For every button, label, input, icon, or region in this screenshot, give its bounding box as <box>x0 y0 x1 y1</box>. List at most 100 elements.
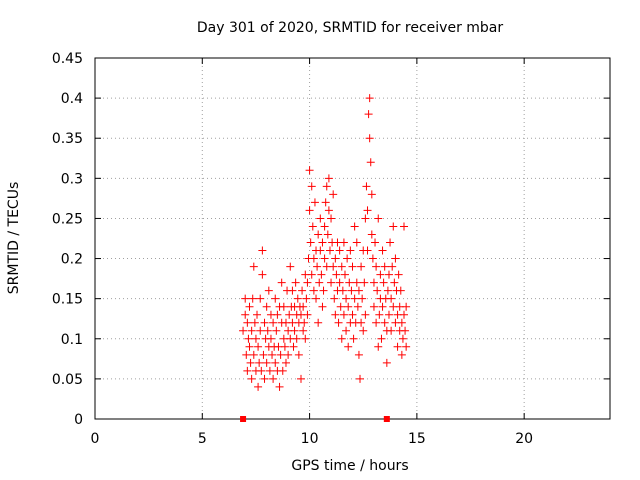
y-tick-label: 0.35 <box>52 131 83 147</box>
data-point <box>305 166 314 175</box>
data-point <box>332 270 341 279</box>
data-point <box>269 318 278 327</box>
data-point <box>289 342 298 351</box>
data-point <box>357 318 366 327</box>
data-point <box>330 294 339 303</box>
data-point <box>357 262 366 271</box>
data-point <box>292 334 301 343</box>
data-point <box>246 358 255 367</box>
data-point <box>281 358 290 367</box>
data-point <box>374 214 383 223</box>
data-point <box>356 374 365 383</box>
data-point <box>386 238 395 247</box>
data-point <box>318 238 327 247</box>
data-point <box>338 286 347 295</box>
data-point <box>353 302 362 311</box>
data-point <box>402 342 411 351</box>
data-point <box>262 358 271 367</box>
data-point <box>320 254 329 263</box>
data-point <box>286 262 295 271</box>
data-point <box>312 294 321 303</box>
data-point <box>299 326 308 335</box>
data-point <box>378 302 387 311</box>
data-point <box>354 350 363 359</box>
data-point <box>266 334 275 343</box>
data-point <box>324 206 333 215</box>
data-point <box>310 198 319 207</box>
data-point <box>379 278 388 287</box>
data-point <box>345 278 354 287</box>
data-point <box>264 286 273 295</box>
data-point <box>269 374 278 383</box>
data-point <box>241 294 250 303</box>
x-axis-label: GPS time / hours <box>291 458 408 474</box>
data-point <box>299 302 308 311</box>
data-point <box>350 222 359 231</box>
data-point <box>367 230 376 239</box>
data-point <box>280 342 289 351</box>
data-point <box>302 294 311 303</box>
data-point <box>382 358 391 367</box>
data-point <box>244 334 253 343</box>
data-point <box>279 302 288 311</box>
y-tick-label: 0.4 <box>61 91 83 107</box>
data-point <box>320 222 329 231</box>
data-point <box>327 214 336 223</box>
x-tick-label: 5 <box>198 431 207 447</box>
y-tick-label: 0 <box>74 412 83 428</box>
y-tick-label: 0.1 <box>61 332 83 348</box>
data-point <box>290 326 299 335</box>
chart-title: Day 301 of 2020, SRMTID for receiver mba… <box>197 20 504 36</box>
data-point <box>342 326 351 335</box>
data-point <box>294 350 303 359</box>
data-point <box>371 238 380 247</box>
data-point <box>298 286 307 295</box>
data-point <box>291 278 300 287</box>
data-point <box>366 158 375 167</box>
data-point <box>347 286 356 295</box>
data-point <box>367 190 376 199</box>
data-point <box>335 278 344 287</box>
data-point <box>352 238 361 247</box>
data-point <box>335 246 344 255</box>
data-point <box>327 278 336 287</box>
data-point <box>297 374 305 383</box>
data-point <box>393 342 402 351</box>
data-point <box>372 262 381 271</box>
data-point <box>365 134 374 143</box>
data-point <box>402 302 411 311</box>
data-point <box>343 254 352 263</box>
data-point <box>361 214 370 223</box>
data-point <box>359 326 368 335</box>
data-point <box>398 334 407 343</box>
axis-ticks: 0 0.05 0.1 0.15 0.2 0.25 0.3 0.35 0.4 0.45 0 5 10 15 2… <box>52 51 610 447</box>
data-point <box>344 302 353 311</box>
data-point <box>361 310 370 319</box>
data-point <box>247 326 256 335</box>
data-point <box>329 190 338 199</box>
data-point <box>241 310 250 319</box>
data-point <box>362 182 371 191</box>
data-point <box>363 206 372 215</box>
data-point <box>268 350 277 359</box>
y-tick-label: 0.45 <box>52 51 83 67</box>
data-point <box>323 230 332 239</box>
data-point <box>378 246 387 255</box>
data-point <box>342 294 351 303</box>
data-point <box>314 230 323 239</box>
data-point <box>285 310 294 319</box>
data-point <box>243 366 252 375</box>
x-tick-label: 20 <box>515 431 533 447</box>
data-point <box>306 238 315 247</box>
data-point <box>368 254 377 263</box>
data-point <box>271 358 280 367</box>
data-point <box>256 326 265 335</box>
data-point <box>397 350 406 359</box>
data-point <box>247 374 256 383</box>
data-point <box>260 318 269 327</box>
data-point <box>254 382 263 391</box>
data-point <box>331 310 340 319</box>
data-point <box>396 286 405 295</box>
data-point <box>369 278 378 287</box>
data-point <box>324 174 333 183</box>
